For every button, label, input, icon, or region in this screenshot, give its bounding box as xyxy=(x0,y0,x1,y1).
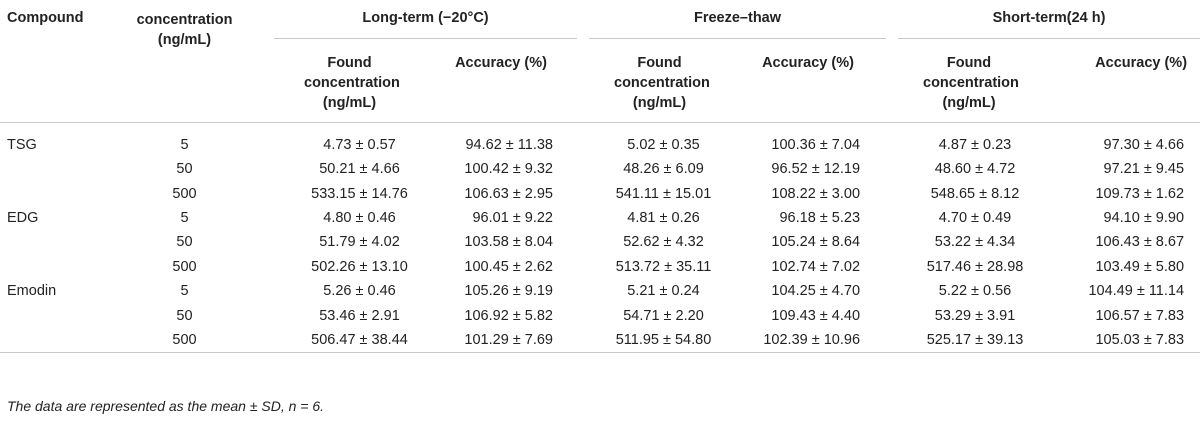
cell-compound: Emodin xyxy=(7,283,57,300)
cell-lt-accuracy: 100.42 ± 9.32 xyxy=(464,161,553,178)
cell-st-accuracy: 97.30 ± 4.66 xyxy=(1103,137,1185,153)
cell-compound xyxy=(0,328,119,353)
cell-st-accuracy: 97.21 ± 9.45 xyxy=(1103,161,1185,178)
cell-lt-found: 506.47 ± 38.44 xyxy=(311,331,408,348)
cell-lt-accuracy: 96.01 ± 9.22 xyxy=(472,209,553,226)
cell-concentration: 50 xyxy=(176,234,193,251)
header-st-found: Found concentration (ng/mL) xyxy=(923,55,1019,111)
cell-lt-found: 4.73 ± 0.57 xyxy=(323,137,396,153)
cell-lt-found: 50.21 ± 4.66 xyxy=(319,161,400,178)
cell-ft-found: 48.26 ± 6.09 xyxy=(623,161,704,178)
cell-lt-found: 502.26 ± 13.10 xyxy=(311,258,408,275)
cell-st-accuracy: 104.49 ± 11.14 xyxy=(1088,283,1185,300)
cell-st-found: 53.29 ± 3.91 xyxy=(934,307,1016,324)
cell-st-accuracy: 105.03 ± 7.83 xyxy=(1095,331,1185,348)
table-row: 50 51.79 ± 4.02 103.58 ± 8.04 52.62 ± 4.32 1… xyxy=(0,230,1200,254)
header-group-freeze-thaw: Freeze–thaw xyxy=(589,0,887,39)
cell-st-accuracy: 109.73 ± 1.62 xyxy=(1095,185,1185,202)
cell-concentration: 5 xyxy=(180,137,189,153)
cell-concentration: 500 xyxy=(172,185,197,202)
header-row-groups: Compound concentration (ng/mL) Long-term… xyxy=(0,0,1200,48)
cell-compound xyxy=(0,230,119,254)
table-row: 500 533.15 ± 14.76 106.63 ± 2.95 541.11 ± 1… xyxy=(0,181,1200,205)
cell-compound xyxy=(0,255,119,279)
stability-table: Compound concentration (ng/mL) Long-term… xyxy=(0,0,1200,353)
cell-st-accuracy: 103.49 ± 5.80 xyxy=(1095,258,1185,275)
header-st-accuracy: Accuracy (%) xyxy=(1095,55,1188,71)
header-group-short-term: Short-term(24 h) xyxy=(898,0,1200,39)
cell-ft-accuracy: 108.22 ± 3.00 xyxy=(771,185,861,202)
cell-ft-accuracy: 102.74 ± 7.02 xyxy=(771,258,861,275)
cell-ft-found: 54.71 ± 2.20 xyxy=(623,307,704,324)
cell-st-found: 548.65 ± 8.12 xyxy=(930,185,1020,202)
header-divider xyxy=(0,122,1200,123)
header-ft-found: Found concentration (ng/mL) xyxy=(614,55,710,111)
table-body: TSG 5 4.73 ± 0.57 94.62 ± 11.38 5.02 ± 0.35 1… xyxy=(0,123,1200,353)
cell-lt-accuracy: 103.58 ± 8.04 xyxy=(464,234,553,251)
footnote: The data are represented as the mean ± S… xyxy=(7,398,325,414)
table-row: 500 506.47 ± 38.44 101.29 ± 7.69 511.95 ± 5… xyxy=(0,328,1200,353)
table-row: EDG 5 4.80 ± 0.46 96.01 ± 9.22 4.81 ± 0.26 96… xyxy=(0,206,1200,230)
table-row: TSG 5 4.73 ± 0.57 94.62 ± 11.38 5.02 ± 0.35 1… xyxy=(0,123,1200,158)
cell-concentration: 50 xyxy=(176,161,193,178)
cell-st-accuracy: 106.57 ± 7.83 xyxy=(1095,307,1185,324)
cell-st-found: 48.60 ± 4.72 xyxy=(934,161,1016,178)
cell-lt-found: 533.15 ± 14.76 xyxy=(311,185,408,202)
cell-st-accuracy: 94.10 ± 9.90 xyxy=(1103,209,1185,226)
cell-ft-found: 52.62 ± 4.32 xyxy=(623,234,704,251)
header-row-subcolumns: Found concentration (ng/mL) Accuracy (%)… xyxy=(0,39,1200,123)
cell-lt-found: 51.79 ± 4.02 xyxy=(319,234,400,251)
table-row: 500 502.26 ± 13.10 100.45 ± 2.62 513.72 ± 3… xyxy=(0,255,1200,279)
cell-lt-accuracy: 106.63 ± 2.95 xyxy=(464,185,553,202)
cell-ft-accuracy: 100.36 ± 7.04 xyxy=(771,137,861,153)
cell-lt-found: 4.80 ± 0.46 xyxy=(323,209,396,226)
cell-concentration: 500 xyxy=(172,258,197,275)
cell-ft-found: 513.72 ± 35.11 xyxy=(615,258,712,275)
cell-ft-found: 511.95 ± 54.80 xyxy=(615,331,712,348)
cell-ft-found: 4.81 ± 0.26 xyxy=(627,209,700,226)
cell-ft-accuracy: 102.39 ± 10.96 xyxy=(763,331,861,348)
header-lt-found: Found concentration (ng/mL) xyxy=(304,55,400,111)
cell-concentration: 500 xyxy=(172,331,197,348)
cell-compound xyxy=(0,181,119,205)
cell-lt-accuracy: 100.45 ± 2.62 xyxy=(464,258,553,275)
cell-st-found: 5.22 ± 0.56 xyxy=(938,283,1012,300)
cell-compound: TSG xyxy=(7,137,37,153)
cell-compound xyxy=(0,157,119,181)
cell-ft-accuracy: 109.43 ± 4.40 xyxy=(771,307,861,324)
cell-ft-accuracy: 96.52 ± 12.19 xyxy=(771,161,861,178)
cell-ft-found: 541.11 ± 15.01 xyxy=(615,185,712,202)
cell-st-found: 525.17 ± 39.13 xyxy=(926,331,1024,348)
cell-st-found: 4.70 ± 0.49 xyxy=(938,209,1012,226)
cell-ft-accuracy: 105.24 ± 8.64 xyxy=(771,234,861,251)
cell-ft-accuracy: 104.25 ± 4.70 xyxy=(771,283,861,300)
cell-lt-accuracy: 101.29 ± 7.69 xyxy=(464,331,553,348)
table-row: 50 50.21 ± 4.66 100.42 ± 9.32 48.26 ± 6.09 9… xyxy=(0,157,1200,181)
header-group-long-term: Long-term (−20°C) xyxy=(274,0,577,39)
cell-st-found: 53.22 ± 4.34 xyxy=(934,234,1016,251)
cell-lt-found: 5.26 ± 0.46 xyxy=(323,283,396,300)
cell-st-accuracy: 106.43 ± 8.67 xyxy=(1095,234,1185,251)
header-compound: Compound xyxy=(7,10,84,26)
cell-lt-accuracy: 106.92 ± 5.82 xyxy=(464,307,553,324)
header-ft-accuracy: Accuracy (%) xyxy=(762,55,854,71)
cell-compound: EDG xyxy=(7,209,39,226)
cell-compound xyxy=(0,303,119,327)
table-row: 50 53.46 ± 2.91 106.92 ± 5.82 54.71 ± 2.20 1… xyxy=(0,303,1200,327)
cell-concentration: 50 xyxy=(176,307,193,324)
header-lt-accuracy: Accuracy (%) xyxy=(455,55,547,71)
cell-ft-found: 5.21 ± 0.24 xyxy=(627,283,700,300)
cell-lt-accuracy: 105.26 ± 9.19 xyxy=(464,283,553,300)
cell-concentration: 5 xyxy=(180,209,189,226)
cell-st-found: 517.46 ± 28.98 xyxy=(926,258,1024,275)
cell-lt-found: 53.46 ± 2.91 xyxy=(319,307,400,324)
cell-ft-accuracy: 96.18 ± 5.23 xyxy=(779,209,861,226)
cell-st-found: 4.87 ± 0.23 xyxy=(938,137,1012,153)
cell-concentration: 5 xyxy=(180,283,189,300)
table-row: Emodin 5 5.26 ± 0.46 105.26 ± 9.19 5.21 ± 0.… xyxy=(0,279,1200,303)
header-concentration: concentration (ng/mL) xyxy=(136,12,233,48)
cell-lt-accuracy: 94.62 ± 11.38 xyxy=(465,137,553,153)
cell-ft-found: 5.02 ± 0.35 xyxy=(627,137,700,153)
